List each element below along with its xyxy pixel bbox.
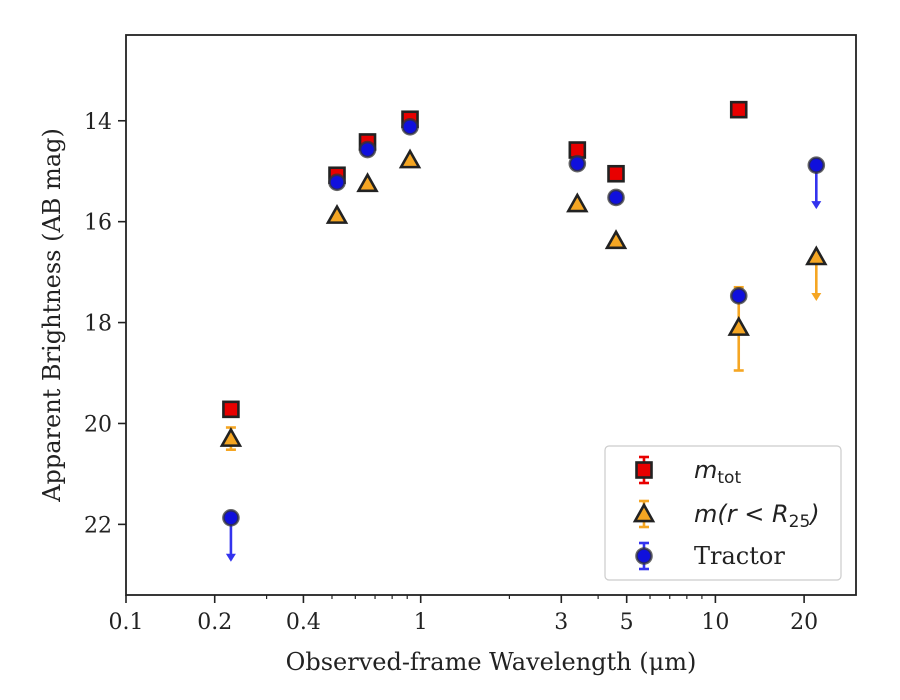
series-m-r25 xyxy=(219,148,828,452)
x-tick-label: 5 xyxy=(620,610,634,635)
upper-limit-arrowhead xyxy=(225,553,236,562)
x-tick-label: 0.4 xyxy=(286,610,321,635)
data-point xyxy=(568,154,587,173)
legend-marker xyxy=(632,502,656,523)
data-point xyxy=(222,400,240,419)
data-point xyxy=(607,164,625,183)
data-point xyxy=(222,509,240,527)
data-point xyxy=(566,192,589,213)
y-tick-label: 22 xyxy=(84,513,112,538)
data-point xyxy=(604,229,628,250)
legend-label: m(r < R25) xyxy=(694,500,820,532)
legend-marker xyxy=(635,547,653,565)
y-tick-label: 14 xyxy=(84,110,112,135)
upper-limit-arrowhead xyxy=(811,201,822,210)
y-axis-label: Apparent Brightness (AB mag) xyxy=(38,128,66,503)
plot-area xyxy=(219,100,828,562)
y-tick-label: 20 xyxy=(84,412,112,437)
data-point xyxy=(807,156,826,174)
legend-marker xyxy=(635,461,653,479)
data-point xyxy=(219,426,243,447)
y-axis: 14 16 18 20 22 xyxy=(84,110,126,538)
x-tick-label: 20 xyxy=(790,610,818,635)
series-m-tot xyxy=(222,100,748,419)
x-tick-label: 3 xyxy=(554,610,568,635)
data-point xyxy=(607,188,625,207)
legend-label: mtot xyxy=(694,456,741,488)
legend-label: Tractor xyxy=(694,542,785,570)
x-axis: 0.1 0.2 0.4 1 3 5 10 20 xyxy=(109,595,818,635)
y-tick-label: 18 xyxy=(84,312,112,337)
data-point xyxy=(358,140,377,159)
legend: mtot m(r < R25) Tractor xyxy=(604,445,842,581)
data-point xyxy=(727,315,750,336)
series-tractor xyxy=(222,118,826,562)
data-point xyxy=(325,203,349,224)
x-tick-label: 10 xyxy=(701,610,729,635)
data-point xyxy=(729,100,748,119)
x-tick-label: 0.2 xyxy=(197,610,232,635)
data-point xyxy=(328,173,346,192)
legend-frame xyxy=(604,445,842,581)
x-tick-label: 1 xyxy=(414,610,428,635)
plot-frame xyxy=(125,34,857,596)
x-axis-label: Observed-frame Wavelength (μm) xyxy=(286,648,697,676)
y-tick-label: 16 xyxy=(84,211,112,236)
upper-limit-arrowhead xyxy=(811,292,822,301)
data-point xyxy=(729,287,748,305)
data-point xyxy=(401,118,419,136)
data-point xyxy=(398,148,422,169)
data-point xyxy=(805,245,828,266)
data-point xyxy=(356,172,379,193)
x-tick-label: 0.1 xyxy=(109,610,144,635)
